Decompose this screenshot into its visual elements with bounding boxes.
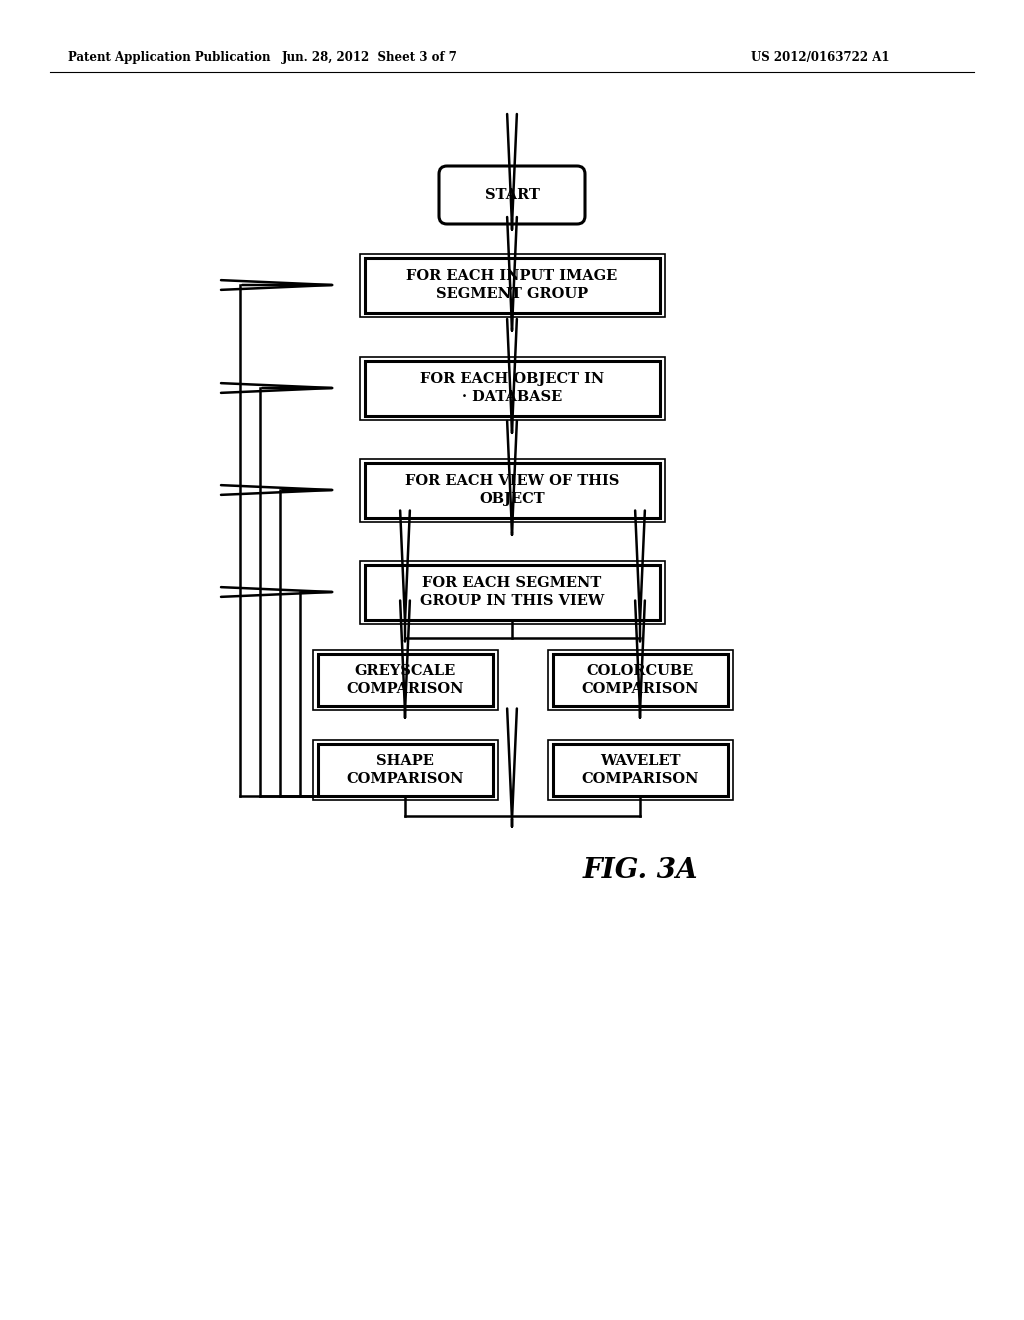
Text: SHAPE
COMPARISON: SHAPE COMPARISON (346, 754, 464, 785)
Text: COLORCUBE
COMPARISON: COLORCUBE COMPARISON (582, 664, 698, 696)
Text: START: START (484, 187, 540, 202)
Text: FOR EACH OBJECT IN
· DATABASE: FOR EACH OBJECT IN · DATABASE (420, 372, 604, 404)
FancyBboxPatch shape (548, 741, 732, 800)
Text: Jun. 28, 2012  Sheet 3 of 7: Jun. 28, 2012 Sheet 3 of 7 (282, 51, 458, 65)
Text: FOR EACH SEGMENT
GROUP IN THIS VIEW: FOR EACH SEGMENT GROUP IN THIS VIEW (420, 577, 604, 607)
Text: US 2012/0163722 A1: US 2012/0163722 A1 (751, 51, 889, 65)
FancyBboxPatch shape (439, 166, 585, 224)
FancyBboxPatch shape (553, 653, 727, 706)
Text: FOR EACH VIEW OF THIS
OBJECT: FOR EACH VIEW OF THIS OBJECT (404, 474, 620, 506)
Text: GREYSCALE
COMPARISON: GREYSCALE COMPARISON (346, 664, 464, 696)
FancyBboxPatch shape (365, 565, 659, 619)
FancyBboxPatch shape (365, 360, 659, 416)
FancyBboxPatch shape (317, 653, 493, 706)
Text: FOR EACH INPUT IMAGE
SEGMENT GROUP: FOR EACH INPUT IMAGE SEGMENT GROUP (407, 269, 617, 301)
FancyBboxPatch shape (317, 744, 493, 796)
FancyBboxPatch shape (359, 356, 665, 420)
FancyBboxPatch shape (548, 649, 732, 710)
FancyBboxPatch shape (312, 741, 498, 800)
Text: Patent Application Publication: Patent Application Publication (68, 51, 270, 65)
FancyBboxPatch shape (359, 561, 665, 623)
FancyBboxPatch shape (359, 253, 665, 317)
FancyBboxPatch shape (553, 744, 727, 796)
Text: FIG. 3A: FIG. 3A (583, 857, 697, 883)
FancyBboxPatch shape (312, 649, 498, 710)
FancyBboxPatch shape (365, 462, 659, 517)
FancyBboxPatch shape (365, 257, 659, 313)
FancyBboxPatch shape (359, 458, 665, 521)
Text: WAVELET
COMPARISON: WAVELET COMPARISON (582, 754, 698, 785)
